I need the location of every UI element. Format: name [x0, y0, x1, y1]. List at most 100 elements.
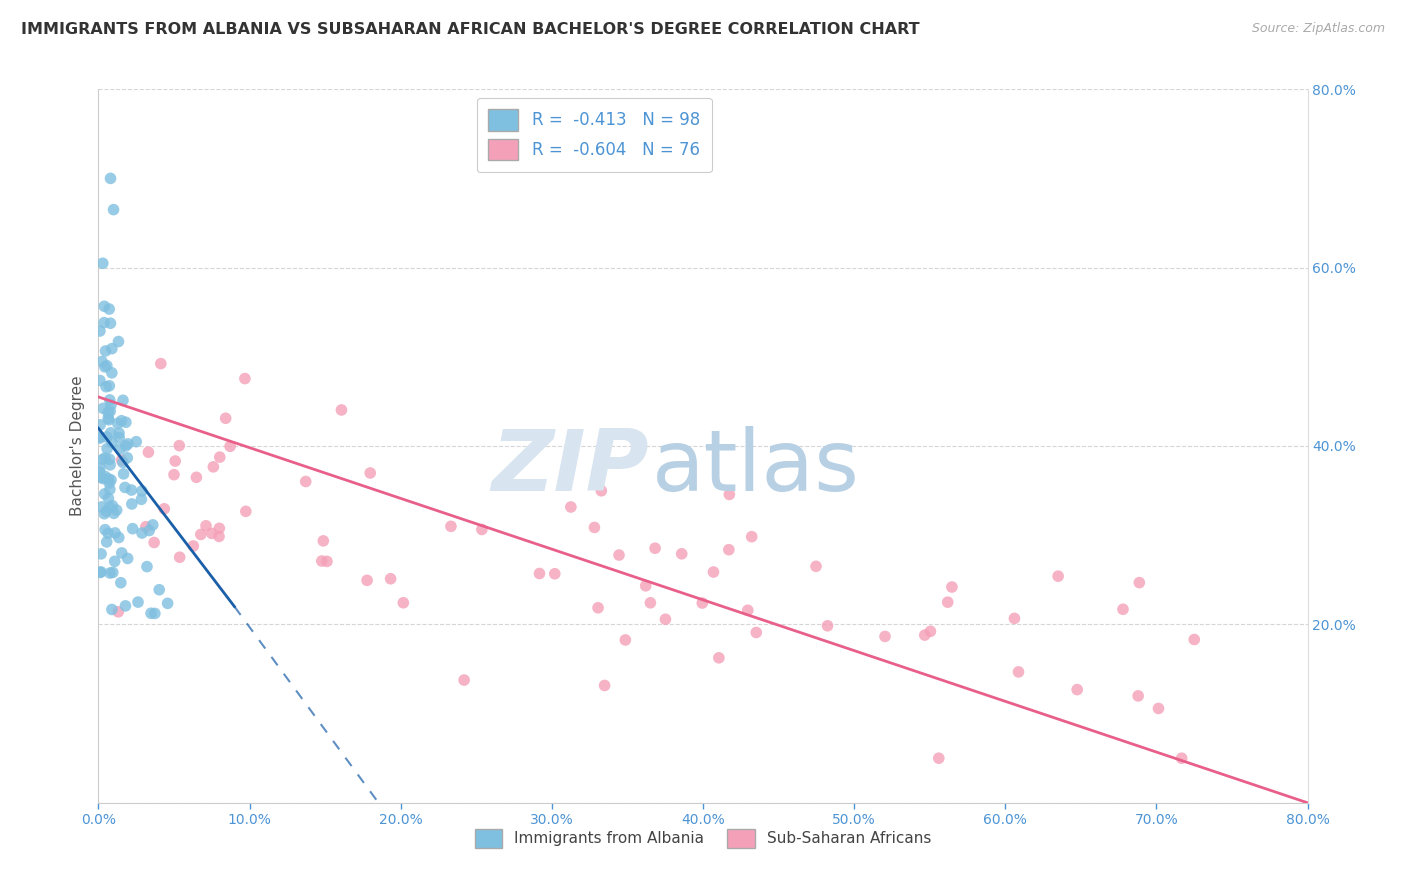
Point: [91, 452, 114, 467]
Point: [138, 445, 160, 459]
Point: [591, 483, 613, 498]
Point: [114, 480, 136, 494]
Point: [640, 596, 662, 610]
Point: [139, 606, 162, 620]
Point: [98, 566, 121, 580]
Point: [817, 619, 839, 633]
Point: [117, 450, 139, 465]
Point: [94, 380, 117, 394]
Point: [718, 487, 741, 501]
Point: [186, 470, 208, 484]
Point: [311, 554, 333, 568]
Point: [89, 566, 111, 580]
Point: [100, 425, 122, 440]
Point: [93, 507, 115, 521]
Point: [120, 483, 142, 497]
Point: [101, 602, 124, 616]
Point: [110, 414, 132, 428]
Text: ZIP: ZIP: [491, 425, 648, 509]
Point: [1004, 611, 1026, 625]
Point: [167, 439, 190, 453]
Point: [380, 572, 402, 586]
Point: [90, 500, 112, 514]
Point: [644, 541, 666, 556]
Point: [208, 529, 231, 543]
Text: atlas: atlas: [652, 425, 860, 509]
Point: [143, 535, 166, 549]
Point: [100, 316, 122, 330]
Point: [1047, 569, 1070, 583]
Point: [928, 751, 950, 765]
Point: [98, 483, 121, 497]
Point: [103, 202, 125, 217]
Point: [94, 469, 117, 483]
Point: [97, 405, 120, 419]
Point: [190, 527, 212, 541]
Point: [100, 398, 122, 412]
Text: IMMIGRANTS FROM ALBANIA VS SUBSAHARAN AFRICAN BACHELOR'S DEGREE CORRELATION CHAR: IMMIGRANTS FROM ALBANIA VS SUBSAHARAN AF…: [21, 22, 920, 37]
Point: [741, 530, 763, 544]
Point: [97, 411, 120, 425]
Point: [104, 554, 127, 568]
Point: [101, 435, 124, 450]
Point: [89, 431, 111, 445]
Point: [233, 371, 256, 385]
Point: [108, 431, 131, 445]
Point: [89, 417, 111, 432]
Point: [131, 492, 153, 507]
Point: [96, 442, 118, 456]
Point: [91, 256, 114, 270]
Point: [98, 301, 121, 316]
Point: [583, 520, 606, 534]
Point: [90, 565, 112, 579]
Point: [98, 500, 121, 515]
Point: [195, 518, 218, 533]
Point: [94, 359, 117, 374]
Point: [165, 454, 187, 468]
Point: [208, 521, 231, 535]
Point: [91, 354, 114, 368]
Point: [94, 523, 117, 537]
Point: [98, 476, 121, 491]
Point: [142, 517, 165, 532]
Legend: Immigrants from Albania, Sub-Saharan Africans: Immigrants from Albania, Sub-Saharan Afr…: [467, 821, 939, 855]
Point: [105, 503, 128, 517]
Point: [148, 582, 170, 597]
Point: [111, 546, 134, 560]
Point: [136, 559, 159, 574]
Point: [804, 559, 827, 574]
Point: [100, 171, 122, 186]
Point: [107, 531, 129, 545]
Point: [108, 426, 131, 441]
Point: [98, 392, 121, 407]
Point: [607, 548, 630, 562]
Point: [707, 650, 730, 665]
Text: Source: ZipAtlas.com: Source: ZipAtlas.com: [1251, 22, 1385, 36]
Point: [471, 523, 494, 537]
Point: [745, 625, 768, 640]
Point: [104, 525, 127, 540]
Point: [169, 550, 191, 565]
Point: [1170, 751, 1192, 765]
Point: [131, 483, 153, 498]
Point: [111, 393, 134, 408]
Point: [920, 624, 942, 639]
Point: [1066, 682, 1088, 697]
Point: [101, 342, 124, 356]
Point: [101, 566, 124, 580]
Point: [914, 628, 936, 642]
Point: [208, 450, 231, 464]
Point: [614, 632, 637, 647]
Point: [717, 542, 740, 557]
Point: [117, 437, 139, 451]
Point: [690, 596, 713, 610]
Point: [101, 499, 124, 513]
Point: [127, 595, 149, 609]
Point: [94, 343, 117, 358]
Point: [90, 470, 112, 484]
Point: [312, 533, 335, 548]
Point: [586, 600, 609, 615]
Point: [96, 535, 118, 549]
Point: [356, 574, 378, 588]
Point: [156, 596, 179, 610]
